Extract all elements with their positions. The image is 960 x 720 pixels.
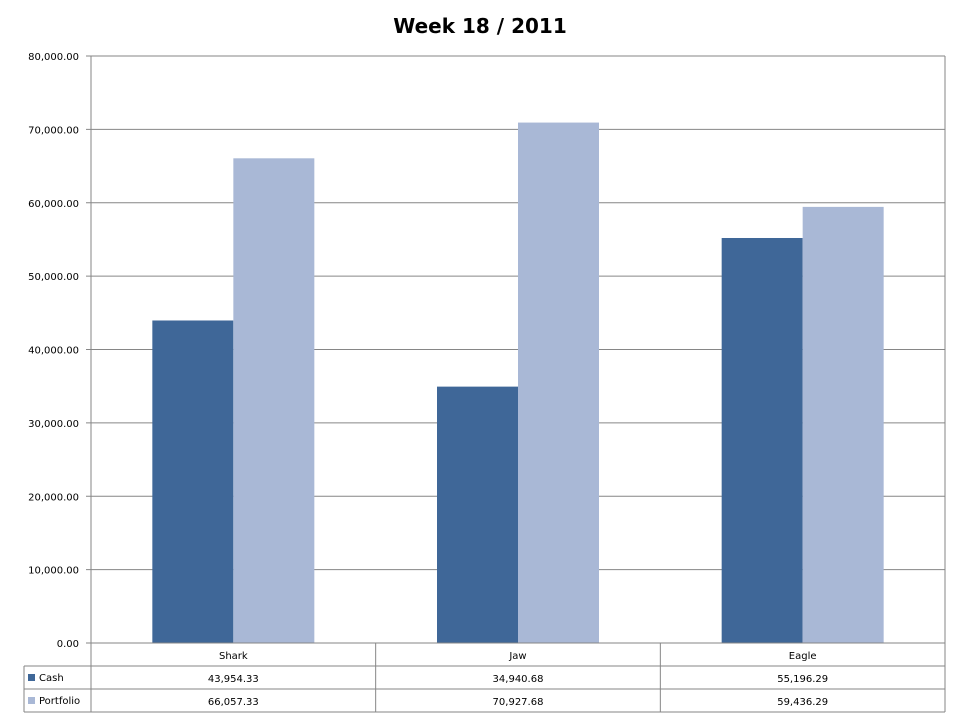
x-tick-label: Jaw	[508, 651, 526, 662]
x-tick-label: Shark	[219, 651, 248, 662]
data-label: 59,436.29	[777, 697, 828, 708]
chart-title: Week 18 / 2011	[393, 14, 566, 38]
y-axis: 0.00 10,000.00 20,000.00 30,000.00 40,000.00…	[28, 52, 92, 650]
x-tick-label: Eagle	[789, 651, 817, 662]
y-tick-label: 20,000.00	[28, 492, 79, 503]
bar-portfolio-eagle	[802, 206, 884, 643]
bar-portfolio-shark	[233, 158, 315, 644]
bar-cash-eagle	[721, 237, 803, 643]
bar-cash-shark	[152, 320, 234, 643]
y-tick-label: 80,000.00	[28, 52, 79, 63]
data-label: 66,057.33	[208, 697, 259, 708]
data-table: Shark Jaw Eagle Cash 43,954.33 34,940.68 55,19…	[23, 642, 946, 713]
data-label: 55,196.29	[777, 674, 828, 685]
legend-swatch	[28, 697, 35, 704]
legend-swatch	[28, 674, 35, 681]
legend-label: Cash	[39, 673, 64, 684]
bars	[152, 122, 884, 644]
y-tick-label: 70,000.00	[28, 125, 79, 136]
data-label: 43,954.33	[208, 674, 259, 685]
bar-cash-jaw	[437, 386, 518, 643]
y-tick-label: 0.00	[57, 639, 79, 650]
y-tick-label: 50,000.00	[28, 272, 79, 283]
data-label: 34,940.68	[493, 674, 544, 685]
y-tick-label: 60,000.00	[28, 199, 79, 210]
data-label: 70,927.68	[493, 697, 544, 708]
y-tick-label: 10,000.00	[28, 566, 79, 577]
bar-portfolio-jaw	[518, 122, 599, 644]
y-tick-label: 30,000.00	[28, 419, 79, 430]
y-tick-label: 40,000.00	[28, 346, 79, 357]
legend-label: Portfolio	[39, 696, 80, 707]
